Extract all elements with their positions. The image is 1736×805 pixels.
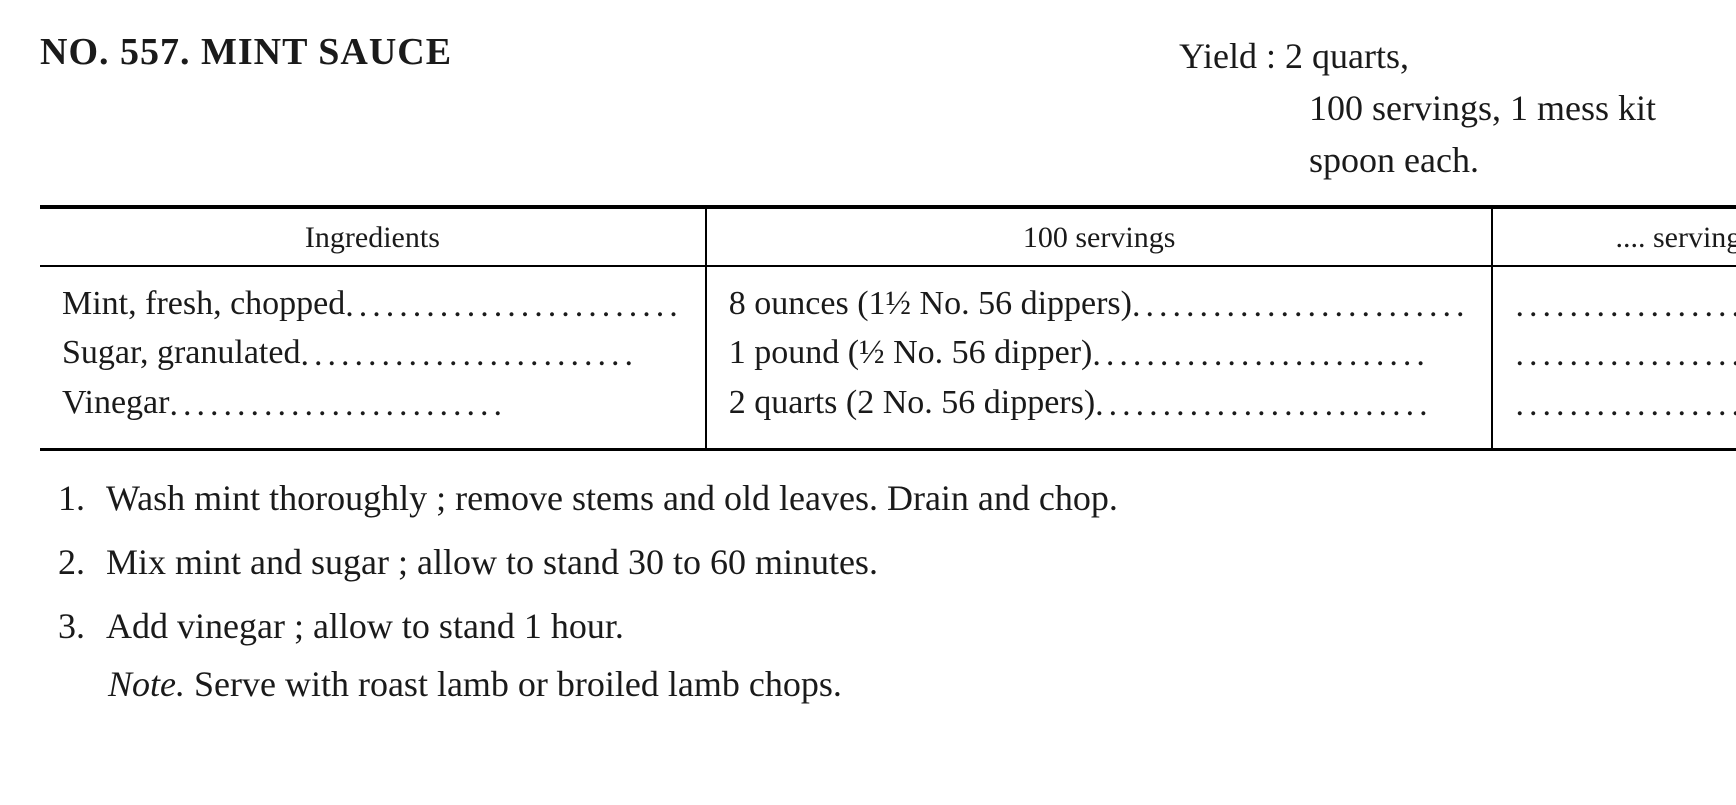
dot-leader-blank: ......................... [1515,332,1736,376]
dot-leader: ......................... [1092,332,1469,376]
col-header-ingredients: Ingredients [40,207,706,266]
ingredient-name: Sugar, granulated [62,330,300,376]
instruction-step: Wash mint thoroughly ; remove stems and … [94,471,1696,527]
yield-label: Yield : [1179,36,1276,76]
dot-leader-blank: ......................... [1515,283,1736,327]
table-row: Sugar, granulated.......................… [40,328,1736,378]
col-header-blankservings: .... servings [1492,207,1736,266]
dot-leader: ......................... [300,332,682,376]
col-header-100servings: 100 servings [706,207,1493,266]
recipe-title: NO. 557. MINT SAUCE [40,30,452,74]
instruction-step: Add vinegar ; allow to stand 1 hour. [94,599,1696,655]
ingredient-name: Vinegar [62,380,169,426]
yield-line3: spoon each. [1309,134,1656,186]
ingredient-amount-100: 8 ounces (1½ No. 56 dippers) [729,281,1132,327]
ingredient-amount-100: 1 pound (½ No. 56 dipper) [729,330,1093,376]
recipe-note: Note. Serve with roast lamb or broiled l… [108,663,1696,705]
instructions-list: Wash mint thoroughly ; remove stems and … [40,471,1696,654]
dot-leader: ......................... [1095,382,1469,426]
note-text: Serve with roast lamb or broiled lamb ch… [185,664,842,704]
table-header-row: Ingredients 100 servings .... servings [40,207,1736,266]
yield-line2: 100 servings, 1 mess kit [1309,82,1656,134]
dot-leader-blank: ......................... [1515,382,1736,426]
instruction-step: Mix mint and sugar ; allow to stand 30 t… [94,535,1696,591]
ingredient-amount-100: 2 quarts (2 No. 56 dippers) [729,380,1095,426]
ingredients-table: Ingredients 100 servings .... servings M… [40,205,1736,452]
dot-leader: ......................... [1132,283,1470,327]
table-row: Vinegar......................... 2 quart… [40,378,1736,449]
yield-line1-rest: 2 quarts, [1276,36,1409,76]
recipe-header: NO. 557. MINT SAUCE Yield : 2 quarts, 10… [40,30,1696,187]
note-label: Note. [108,664,185,704]
ingredient-name: Mint, fresh, chopped [62,281,345,327]
table-row: Mint, fresh, chopped....................… [40,266,1736,329]
dot-leader: ......................... [345,283,683,327]
dot-leader: ......................... [169,382,682,426]
yield-block: Yield : 2 quarts, 100 servings, 1 mess k… [1179,30,1656,187]
